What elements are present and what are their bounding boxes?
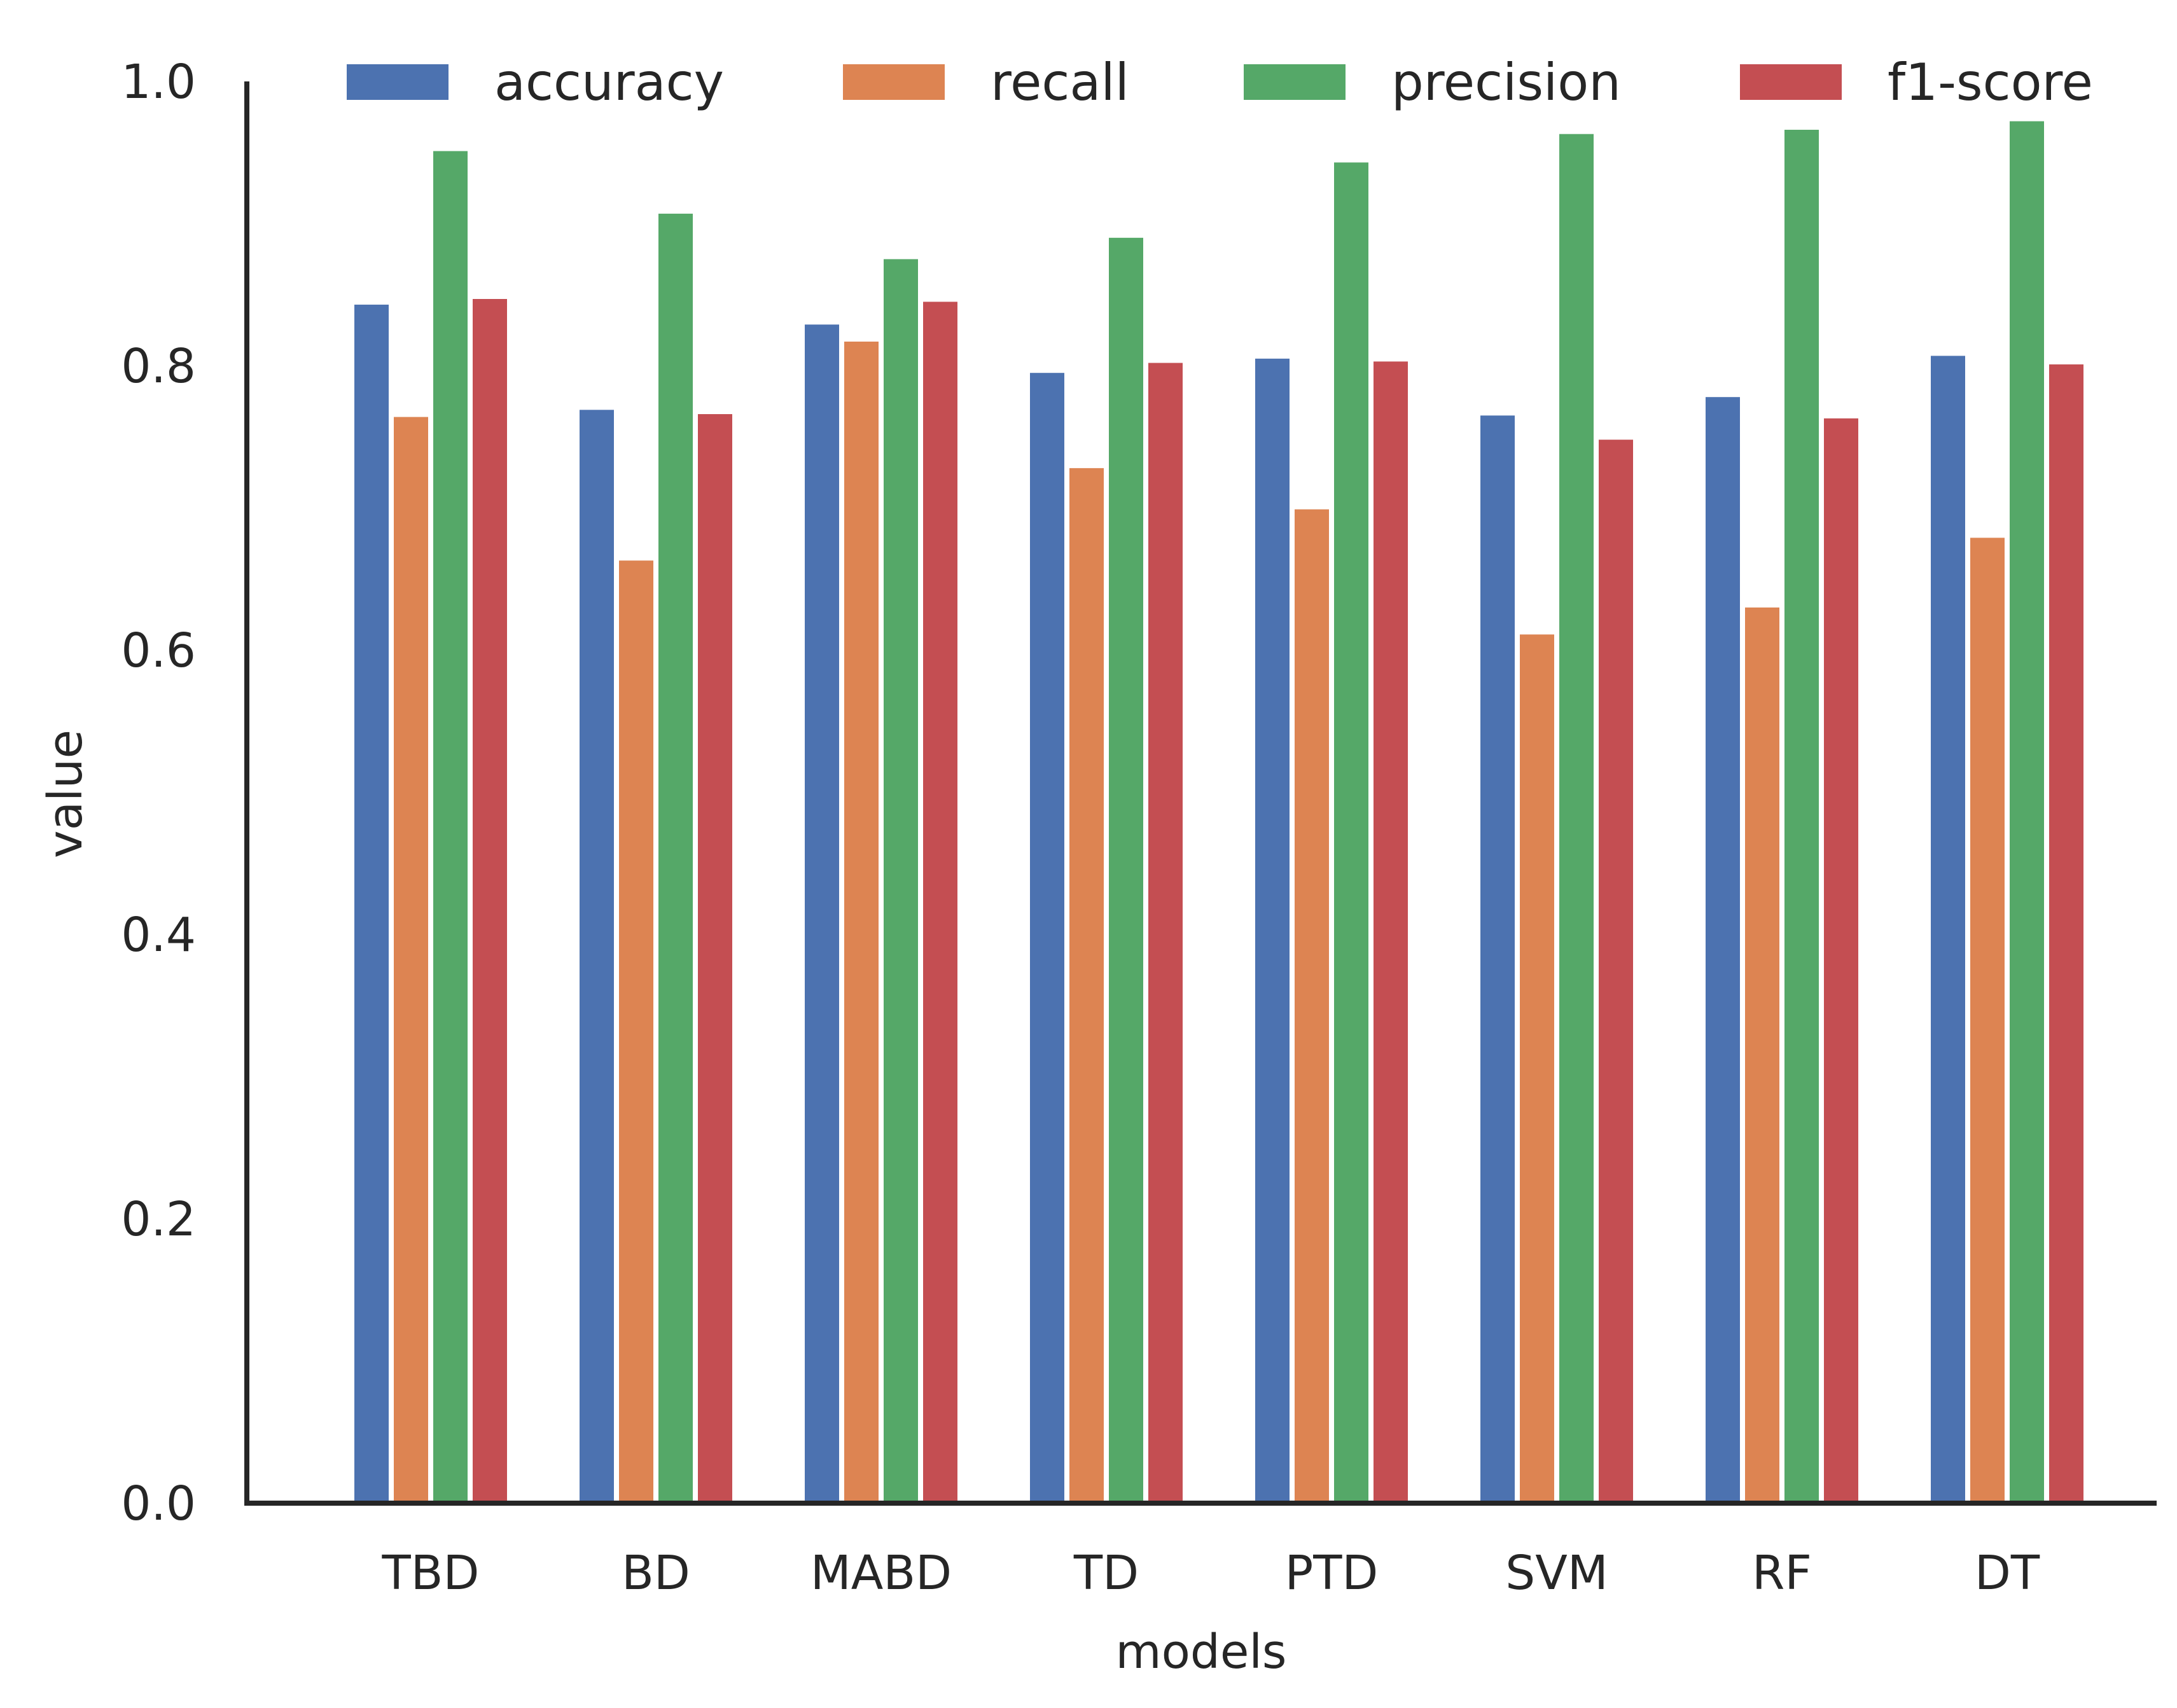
bar-recall-RF: [1745, 608, 1779, 1503]
bar-f1-score-PTD: [1374, 361, 1408, 1503]
bar-recall-PTD: [1295, 509, 1329, 1504]
x-tick-label-td: TD: [1073, 1546, 1139, 1600]
legend: accuracy recall precision f1-score: [347, 53, 2093, 112]
y-tick-label: 0.6: [121, 623, 196, 678]
bar-f1-score-BD: [698, 414, 732, 1503]
bar-recall-SVM: [1520, 634, 1554, 1503]
x-tick-label-rf: RF: [1752, 1546, 1812, 1600]
bar-precision-PTD: [1334, 162, 1368, 1504]
bar-f1-score-MABD: [923, 302, 957, 1503]
legend-label-recall: recall: [991, 53, 1129, 112]
bar-f1-score-SVM: [1599, 440, 1633, 1504]
bar-accuracy-SVM: [1480, 415, 1515, 1504]
bar-f1-score-TBD: [473, 299, 507, 1503]
legend-label-precision: precision: [1391, 53, 1621, 112]
y-tick-label: 0.0: [121, 1476, 196, 1531]
bar-accuracy-TD: [1030, 373, 1064, 1504]
legend-label-f1-score: f1-score: [1888, 53, 2093, 112]
x-tick-label-dt: DT: [1975, 1546, 2040, 1600]
bar-recall-TBD: [394, 417, 428, 1503]
bar-precision-BD: [658, 213, 693, 1503]
bars-layer: [354, 121, 2083, 1504]
bar-accuracy-PTD: [1255, 358, 1290, 1503]
axes-layer: [244, 81, 2157, 1506]
y-tick-label: 0.4: [121, 908, 196, 962]
bar-precision-SVM: [1559, 134, 1594, 1504]
legend-swatch-accuracy: [347, 64, 449, 100]
bar-recall-DT: [1970, 538, 2005, 1503]
bar-f1-score-DT: [2049, 364, 2083, 1503]
bar-accuracy-BD: [580, 410, 614, 1503]
y-tick-label: 1.0: [121, 55, 196, 109]
y-tick-labels: 0.0 0.2 0.4 0.6 0.8 1.0: [121, 55, 196, 1531]
bar-f1-score-RF: [1824, 418, 1858, 1504]
bar-precision-DT: [2010, 121, 2044, 1503]
bar-precision-MABD: [884, 259, 918, 1503]
bar-accuracy-DT: [1931, 356, 1965, 1503]
bar-recall-TD: [1069, 468, 1104, 1503]
x-tick-label-mabd: MABD: [810, 1546, 952, 1600]
y-tick-label: 0.8: [121, 339, 196, 394]
x-tick-label-bd: BD: [622, 1546, 690, 1600]
x-tick-label-svm: SVM: [1505, 1546, 1608, 1600]
y-tick-label: 0.2: [121, 1192, 196, 1247]
bar-recall-MABD: [844, 342, 879, 1503]
legend-swatch-recall: [843, 64, 945, 100]
bar-precision-RF: [1784, 130, 1819, 1503]
bar-f1-score-TD: [1148, 363, 1183, 1503]
x-tick-labels: TBD BD MABD TD PTD SVM RF DT: [382, 1546, 2040, 1600]
y-axis-label: value: [38, 730, 93, 858]
bar-accuracy-MABD: [805, 324, 839, 1504]
legend-swatch-precision: [1244, 64, 1346, 100]
x-axis-label: models: [1116, 1625, 1287, 1679]
bar-accuracy-RF: [1706, 397, 1740, 1504]
legend-label-accuracy: accuracy: [494, 53, 724, 112]
legend-swatch-f1-score: [1740, 64, 1842, 100]
bar-accuracy-TBD: [354, 304, 389, 1503]
bar-precision-TBD: [433, 151, 468, 1503]
x-tick-label-ptd: PTD: [1285, 1546, 1379, 1600]
x-tick-label-tbd: TBD: [382, 1546, 480, 1600]
bar-recall-BD: [619, 560, 653, 1504]
bar-precision-TD: [1109, 237, 1143, 1503]
